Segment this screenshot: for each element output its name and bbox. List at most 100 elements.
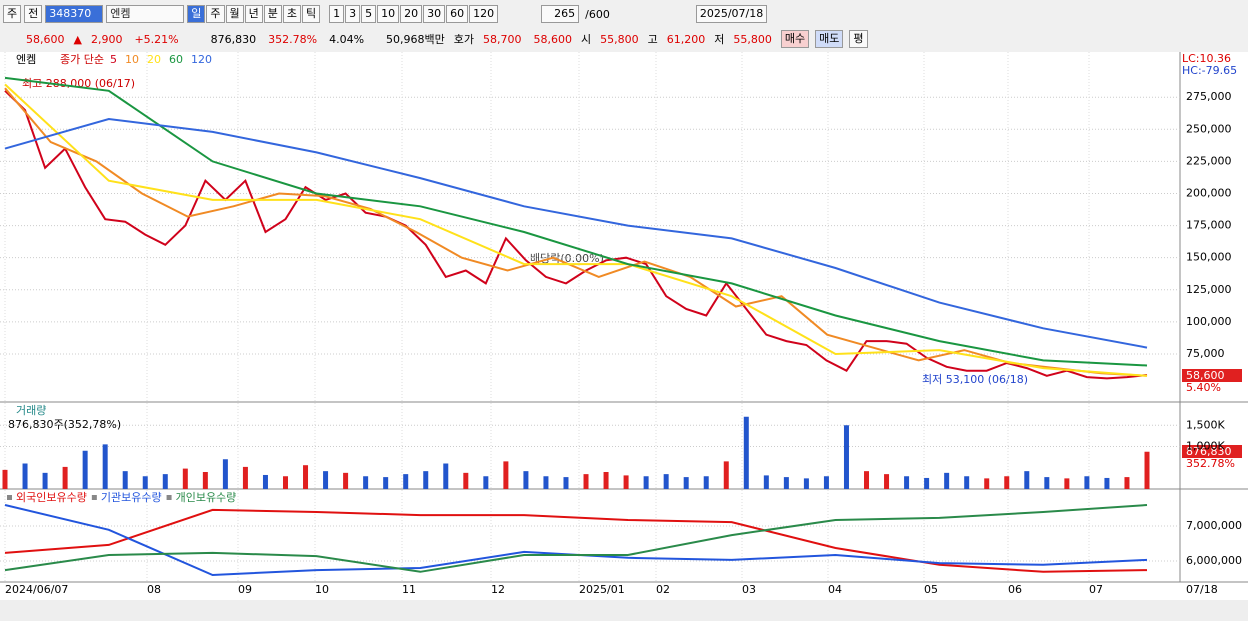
stock-name[interactable]: 엔켐	[106, 5, 185, 23]
volume-bar	[823, 476, 829, 489]
volume-bar	[583, 474, 589, 489]
legend-entry: 10	[125, 53, 139, 66]
volume-bar	[122, 471, 128, 489]
volume-bar	[503, 461, 509, 489]
volume-bar	[964, 476, 970, 489]
y-tick-label: 150,000	[1186, 251, 1232, 264]
arrow: ▲	[73, 32, 82, 46]
volume-bar	[262, 474, 268, 489]
bid: 58,600	[533, 32, 573, 46]
x-tick-label: 10	[315, 583, 329, 596]
legend-entry: 60	[169, 53, 183, 66]
prev[interactable]: 전	[24, 5, 43, 23]
series-line	[4, 90, 1148, 380]
period-button[interactable]: 일	[187, 5, 206, 23]
info-bar: 58,600 ▲ 2,900 +5.21% 876,830 352.78% 4.…	[0, 28, 1248, 50]
lc: LC:10.36	[1182, 52, 1231, 65]
volume-bar	[563, 477, 569, 489]
interval-button[interactable]: 10	[377, 5, 400, 23]
volume-bar	[1044, 477, 1050, 489]
scrollbar[interactable]	[0, 600, 1248, 621]
legend-entry: 5	[110, 53, 117, 66]
buy[interactable]: 매수	[780, 30, 810, 48]
series-line	[4, 508, 1148, 573]
y-tick-label: 75,000	[1186, 347, 1225, 360]
x-tick-label: 2024/06/07	[5, 583, 68, 596]
volume-bar	[142, 476, 148, 489]
period-button[interactable]: 년	[244, 5, 263, 23]
volume-bar	[403, 474, 409, 489]
y-tick-label: 275,000	[1186, 90, 1232, 103]
volume-bar	[683, 477, 689, 489]
code[interactable]: 348370	[45, 5, 104, 23]
open-label: 시	[581, 33, 592, 46]
volume: 876,830	[210, 32, 257, 46]
volume-bar	[343, 472, 349, 489]
interval-button[interactable]: 3	[345, 5, 361, 23]
volume-bar	[803, 478, 809, 489]
volume-bar	[603, 472, 609, 489]
date[interactable]: 2025/07/18	[695, 5, 768, 23]
volume-bar	[763, 475, 769, 489]
interval-button[interactable]: 120	[469, 5, 499, 23]
high: 61,200	[666, 32, 706, 46]
avg[interactable]: 평	[849, 30, 868, 48]
period-button[interactable]: 틱	[302, 5, 321, 23]
high-note: 최고 288,000 (06/17)	[22, 77, 135, 90]
volume-bar	[924, 477, 930, 489]
volume-bar	[42, 472, 48, 489]
legend-entry: 기관보유수량	[101, 491, 162, 504]
y-tick-label: 100,000	[1186, 315, 1232, 328]
volume-bar	[523, 471, 529, 489]
last-volume-tag	[1182, 445, 1242, 458]
volume-bar	[623, 475, 629, 489]
period-button[interactable]: 분	[263, 5, 282, 23]
amount: 50,968백만	[386, 33, 445, 46]
x-tick-label: 03	[742, 583, 756, 596]
series-line	[4, 83, 1148, 377]
series-line	[4, 504, 1148, 573]
series-line	[4, 76, 1148, 367]
volume-bar	[663, 474, 669, 489]
volume-bar	[242, 466, 248, 489]
low-label: 저	[714, 33, 725, 46]
period-button[interactable]: 초	[282, 5, 301, 23]
stock-label: 엔켐	[16, 53, 36, 66]
period-button[interactable]: 월	[225, 5, 244, 23]
interval-button[interactable]: 1	[329, 5, 345, 23]
series-line	[4, 87, 1148, 377]
y-tick-label: 125,000	[1186, 283, 1232, 296]
interval-button[interactable]: 5	[361, 5, 377, 23]
volume-bar	[783, 477, 789, 489]
last-volume-pct: 352.78%	[1186, 457, 1235, 470]
volume-bar	[1024, 471, 1030, 489]
price: 58,600	[26, 32, 65, 46]
volume-bar	[383, 477, 389, 489]
market[interactable]: 주	[3, 5, 22, 23]
x-tick-label: 07/18	[1186, 583, 1218, 596]
y-tick-label: 7,000,000	[1186, 519, 1242, 532]
hc: HC:-79.65	[1182, 64, 1237, 77]
count[interactable]: 265	[541, 5, 580, 23]
volume-bar	[182, 468, 188, 489]
quote-label: 호가	[453, 33, 475, 46]
volume-bar	[463, 472, 469, 489]
volume-bar	[2, 469, 8, 489]
volume-bar	[864, 471, 870, 489]
period-button[interactable]: 주	[206, 5, 225, 23]
sell[interactable]: 매도	[815, 30, 844, 48]
volume-bar	[303, 465, 309, 489]
interval-button[interactable]: 60	[446, 5, 469, 23]
x-tick-label: 09	[238, 583, 252, 596]
interval-button[interactable]: 20	[400, 5, 423, 23]
x-tick-label: 02	[656, 583, 670, 596]
x-tick-label: 2025/01	[579, 583, 625, 596]
volume-bar	[483, 476, 489, 489]
volume-bar	[904, 476, 910, 489]
dividend-note: 배당락(0.00%)	[530, 252, 604, 265]
volume-bar	[944, 472, 950, 489]
volume-bar	[363, 476, 369, 489]
volume-bar	[222, 459, 228, 489]
change-pct: +5.21%	[134, 32, 179, 46]
interval-button[interactable]: 30	[423, 5, 446, 23]
